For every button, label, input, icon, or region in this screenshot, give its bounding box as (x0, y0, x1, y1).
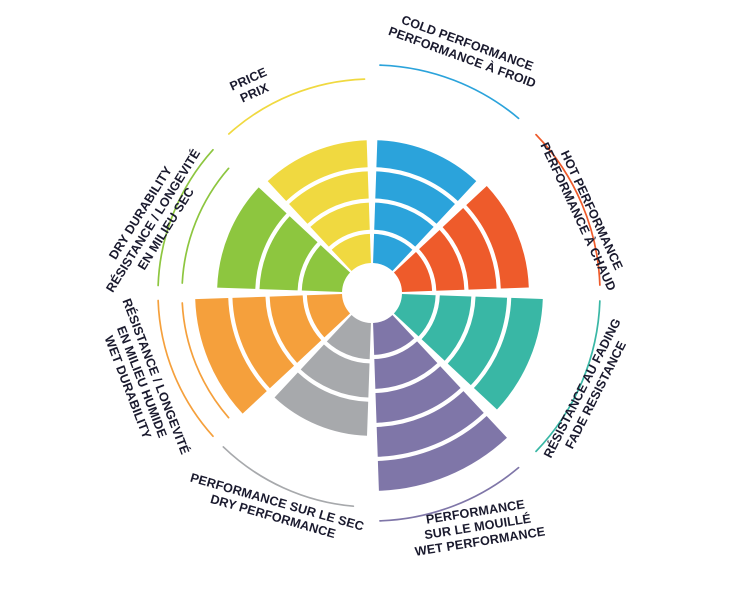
segment-band-wet-performance-1[interactable] (373, 314, 415, 355)
segment-band-wet-durability-4[interactable] (195, 298, 267, 414)
segment-band-hot-performance-2[interactable] (419, 229, 465, 291)
segment-band-wet-durability-1[interactable] (306, 294, 351, 338)
arc-cold-indicator-arc (379, 64, 520, 120)
label-price: PRICEPRIX (228, 65, 275, 107)
label-dry-performance: PERFORMANCE SUR LE SECDRY PERFORMANCE (185, 471, 366, 548)
segment-fade-resistance[interactable] (393, 294, 543, 410)
segment-band-price-3[interactable] (289, 171, 369, 224)
segment-band-dry-durability-2[interactable] (259, 216, 318, 291)
segment-band-cold-performance-2[interactable] (374, 202, 434, 247)
segment-band-wet-performance-5[interactable] (377, 415, 507, 491)
segments-layer (195, 140, 543, 491)
segment-band-wet-durability-3[interactable] (232, 296, 295, 389)
arc-wetd-inner-indicator-arc (181, 302, 230, 419)
segment-wet-performance[interactable] (373, 314, 507, 491)
label-hot-performance-line-2: PERFORMANCE À CHAUD (537, 140, 619, 293)
segment-band-fade-resistance-4[interactable] (473, 297, 543, 410)
arc-wetd-indicator-arc (157, 299, 214, 438)
segment-band-price-2[interactable] (310, 202, 370, 247)
segment-band-dry-performance-1[interactable] (326, 314, 371, 360)
label-hot-performance: HOT PERFORMANCEPERFORMANCE À CHAUD (537, 134, 632, 293)
segment-band-hot-performance-1[interactable] (393, 251, 433, 292)
outer-arcs-layer (157, 64, 601, 522)
segment-band-wet-performance-4[interactable] (376, 391, 484, 457)
segment-band-price-1[interactable] (331, 233, 371, 272)
segment-band-fade-resistance-1[interactable] (393, 294, 436, 337)
segment-price[interactable] (267, 140, 371, 272)
segment-band-fade-resistance-2[interactable] (421, 295, 472, 361)
arc-hot-indicator-arc (535, 133, 601, 286)
segment-band-price-4[interactable] (267, 140, 368, 201)
arc-dryd-inner-indicator-arc (181, 167, 230, 284)
segment-dry-durability[interactable] (217, 187, 351, 292)
arc-wetp-indicator-arc (379, 466, 520, 522)
segment-band-wet-performance-2[interactable] (374, 341, 438, 389)
segment-dry-performance[interactable] (274, 314, 371, 436)
segment-band-dry-durability-1[interactable] (301, 245, 351, 292)
segment-band-fade-resistance-3[interactable] (447, 296, 508, 386)
label-cold-performance: COLD PERFORMANCEPERFORMANCE À FROID (387, 10, 543, 91)
segment-cold-performance[interactable] (373, 140, 477, 272)
label-dry-durability-line-2: RÉSISTANCE / LONGEVITÉ (103, 146, 204, 294)
segment-band-cold-performance-4[interactable] (376, 140, 477, 201)
segment-band-hot-performance-3[interactable] (442, 207, 497, 290)
segment-band-dry-durability-3[interactable] (217, 187, 287, 289)
segment-band-hot-performance-4[interactable] (466, 185, 529, 289)
arc-price-indicator-arc (227, 78, 366, 135)
segment-band-dry-performance-2[interactable] (300, 344, 370, 398)
label-fade-resistance-line-1: RÉSISTANCE AU FADING (540, 316, 624, 461)
arc-dryd-indicator-arc (157, 148, 214, 287)
label-fade-resistance: RÉSISTANCE AU FADINGFADE RESISTANCE (540, 316, 637, 467)
arc-fade-indicator-arc (535, 300, 601, 453)
segment-band-cold-performance-3[interactable] (375, 171, 455, 224)
segment-hot-performance[interactable] (393, 185, 529, 292)
segment-band-wet-durability-2[interactable] (269, 295, 322, 363)
segment-band-dry-performance-3[interactable] (274, 372, 369, 436)
label-wet-performance: PERFORMANCESUR LE MOUILLÉWET PERFORMANCE (409, 495, 546, 559)
segment-band-wet-performance-3[interactable] (375, 366, 461, 423)
segment-wet-durability[interactable] (195, 294, 351, 414)
arc-dryp-indicator-arc (222, 446, 355, 508)
segment-band-cold-performance-1[interactable] (373, 233, 413, 272)
labels-layer: COLD PERFORMANCEPERFORMANCE À FROID HOT P… (102, 10, 637, 559)
